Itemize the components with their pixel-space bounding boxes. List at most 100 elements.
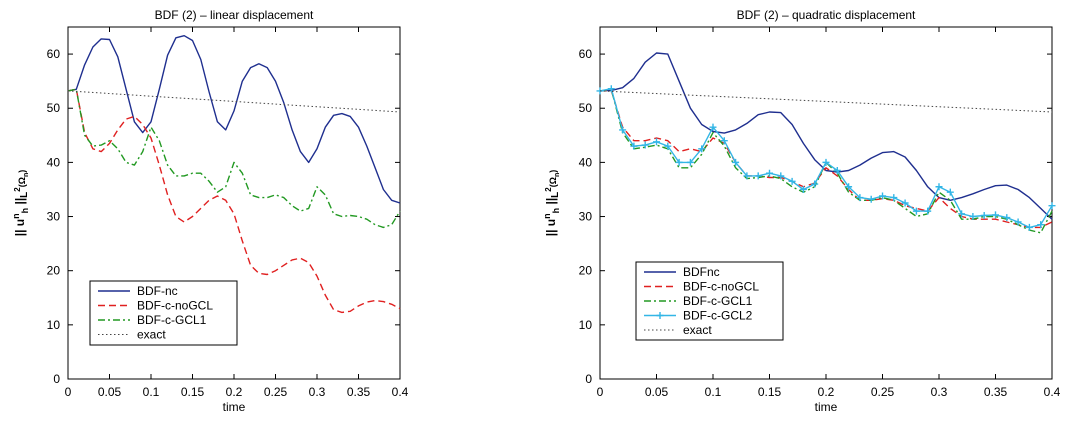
y-tick-label: 60 (579, 47, 593, 61)
series-line-4 (67, 90, 401, 113)
y-tick-label: 30 (579, 210, 593, 224)
series-line-3 (599, 88, 1053, 234)
legend-label: BDFnc (683, 265, 720, 279)
legend-box (635, 261, 784, 341)
series-marker (845, 183, 853, 191)
y-tick-label: 40 (579, 155, 593, 169)
series-marker (686, 158, 694, 166)
x-tick-label: 0.35 (984, 385, 1008, 399)
x-axis-label: time (815, 400, 838, 414)
series-marker (1025, 223, 1033, 231)
x-tick-label: 0.25 (871, 385, 895, 399)
series-marker (777, 172, 785, 180)
y-tick-label: 20 (47, 264, 61, 278)
series-line-4 (599, 87, 1053, 229)
x-tick-label: 0.1 (705, 385, 722, 399)
series-marker (822, 158, 830, 166)
series-marker (1048, 202, 1056, 210)
y-tick-label: 10 (579, 318, 593, 332)
series-line-1 (599, 52, 1053, 220)
series-marker (720, 137, 728, 145)
series-marker (912, 207, 920, 215)
series-marker (935, 183, 943, 191)
series-marker (969, 213, 977, 221)
series-line-2 (67, 88, 401, 314)
legend: BDFncBDF-c-noGCLBDF-c-GCL1BDF-c-GCL2exac… (635, 261, 784, 341)
y-tick-label: 10 (47, 318, 61, 332)
chart-title: BDF (2) – linear displacement (155, 8, 314, 22)
chart-1: BDF (2) – linear displacement 0 0.05 0.1 0.1… (11, 8, 409, 414)
series-marker (675, 158, 683, 166)
x-tick-label: 0.2 (818, 385, 835, 399)
series-marker (766, 169, 773, 177)
series-marker (1014, 218, 1022, 226)
series-marker (833, 167, 841, 175)
series-marker (946, 188, 954, 196)
series-line-2 (599, 89, 1053, 229)
x-tick-label: 0.15 (758, 385, 782, 399)
x-tick-label: 0.35 (347, 385, 371, 399)
series-marker (698, 145, 706, 153)
y-tick-label: 60 (47, 47, 61, 61)
x-axis-label: time (223, 400, 246, 414)
legend-label: BDF-c-noGCL (137, 299, 213, 313)
series-marker (924, 207, 932, 215)
y-axis-label: || unh ||L2(Ωn) (542, 170, 561, 237)
series-marker (799, 185, 807, 193)
y-tick-label: 40 (47, 155, 61, 169)
series-marker (890, 194, 898, 202)
series-marker (1003, 214, 1011, 222)
series-marker (664, 142, 672, 150)
series-line-1 (67, 35, 401, 204)
series-marker (856, 194, 864, 202)
series-marker (879, 192, 886, 200)
legend-marker (656, 312, 664, 319)
series-marker (992, 211, 999, 219)
y-tick-label: 20 (579, 264, 593, 278)
x-tick-label: 0.4 (1044, 385, 1061, 399)
series-marker (1037, 221, 1045, 229)
series-marker (958, 210, 966, 218)
series-marker (901, 199, 909, 207)
y-tick-label: 0 (585, 372, 592, 386)
legend-label: BDF-c-noGCL (683, 280, 759, 294)
x-tick-label: 0 (65, 385, 72, 399)
y-tick-label: 50 (47, 101, 61, 115)
legend-label: BDF-c-GCL2 (683, 309, 753, 323)
series-marker (867, 195, 875, 203)
x-tick-label: 0.1 (143, 385, 160, 399)
x-tick-label: 0.25 (264, 385, 288, 399)
series-marker (607, 85, 615, 93)
legend-label: BDF-c-GCL1 (683, 294, 753, 308)
x-tick-label: 0 (597, 385, 604, 399)
series-marker (754, 172, 762, 180)
series-marker (980, 211, 988, 219)
series-marker (709, 123, 717, 131)
series-marker (788, 177, 796, 185)
x-tick-label: 0.3 (309, 385, 326, 399)
series-marker (811, 180, 819, 188)
series-marker (619, 126, 627, 134)
y-axis-label: || unh ||L2(Ωn) (11, 170, 30, 237)
series-marker (743, 172, 751, 180)
series-marker (653, 138, 660, 146)
x-tick-label: 0.15 (181, 385, 205, 399)
legend-label: exact (137, 328, 166, 342)
y-tick-label: 0 (53, 372, 60, 386)
series-marker (630, 142, 638, 150)
x-tick-label: 0.05 (645, 385, 669, 399)
chart-2: BDF (2) – quadratic displacement 0 0.05 0.1… (542, 8, 1061, 414)
y-tick-label: 50 (579, 101, 593, 115)
legend-label: BDF-nc (137, 284, 178, 298)
series-line-5 (599, 90, 1053, 113)
legend-label: exact (683, 323, 712, 337)
x-tick-label: 0.2 (226, 385, 243, 399)
x-tick-label: 0.3 (931, 385, 948, 399)
series-line-3 (67, 88, 401, 229)
series-marker (641, 141, 649, 149)
series-marker (732, 158, 740, 166)
x-tick-label: 0.05 (98, 385, 122, 399)
